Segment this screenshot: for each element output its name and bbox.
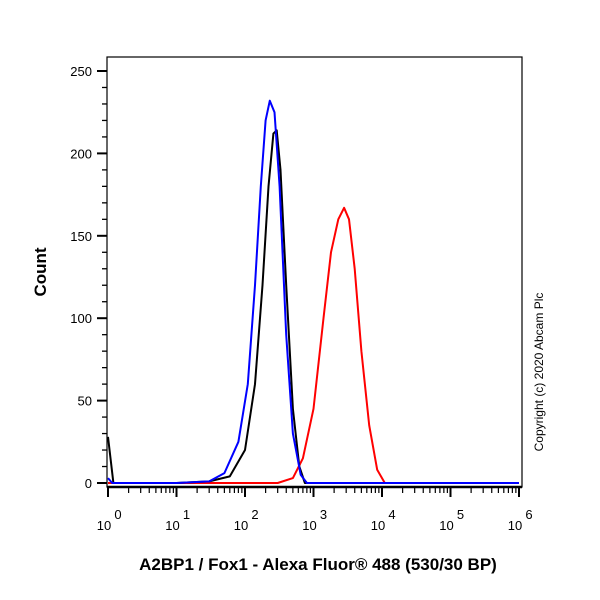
svg-text:2: 2 bbox=[251, 507, 258, 522]
svg-text:4: 4 bbox=[388, 507, 395, 522]
x-tick-label: 10 bbox=[97, 518, 111, 533]
x-tick-label: 10 bbox=[234, 518, 248, 533]
svg-text:5: 5 bbox=[457, 507, 464, 522]
y-tick-label: 150 bbox=[70, 229, 92, 244]
copyright-annotation: Copyright (c) 2020 Abcam Plc bbox=[532, 293, 546, 452]
y-axis: 0 50 100 150 200 250 bbox=[70, 64, 107, 491]
x-tick-label: 10 bbox=[302, 518, 316, 533]
y-tick-label: 50 bbox=[78, 394, 92, 409]
y-tick-label: 250 bbox=[70, 64, 92, 79]
plot-area bbox=[106, 56, 523, 488]
svg-text:3: 3 bbox=[320, 507, 327, 522]
series-layer bbox=[107, 99, 519, 484]
y-tick-label: 100 bbox=[70, 311, 92, 326]
y-tick-label: 0 bbox=[85, 476, 92, 491]
y-axis-label: Count bbox=[31, 247, 50, 296]
x-tick-label: 10 bbox=[508, 518, 522, 533]
x-tick-label: 10 bbox=[439, 518, 453, 533]
y-tick-label: 200 bbox=[70, 146, 92, 161]
svg-text:6: 6 bbox=[525, 507, 532, 522]
series-blue-line bbox=[107, 99, 519, 484]
series-red-line bbox=[108, 206, 519, 484]
x-tick-label: 10 bbox=[371, 518, 385, 533]
x-axis-label: A2BP1 / Fox1 - Alexa Fluor® 488 (530/30 … bbox=[139, 555, 497, 574]
x-tick-label: 10 bbox=[165, 518, 179, 533]
svg-text:1: 1 bbox=[183, 507, 190, 522]
svg-text:0: 0 bbox=[114, 507, 121, 522]
